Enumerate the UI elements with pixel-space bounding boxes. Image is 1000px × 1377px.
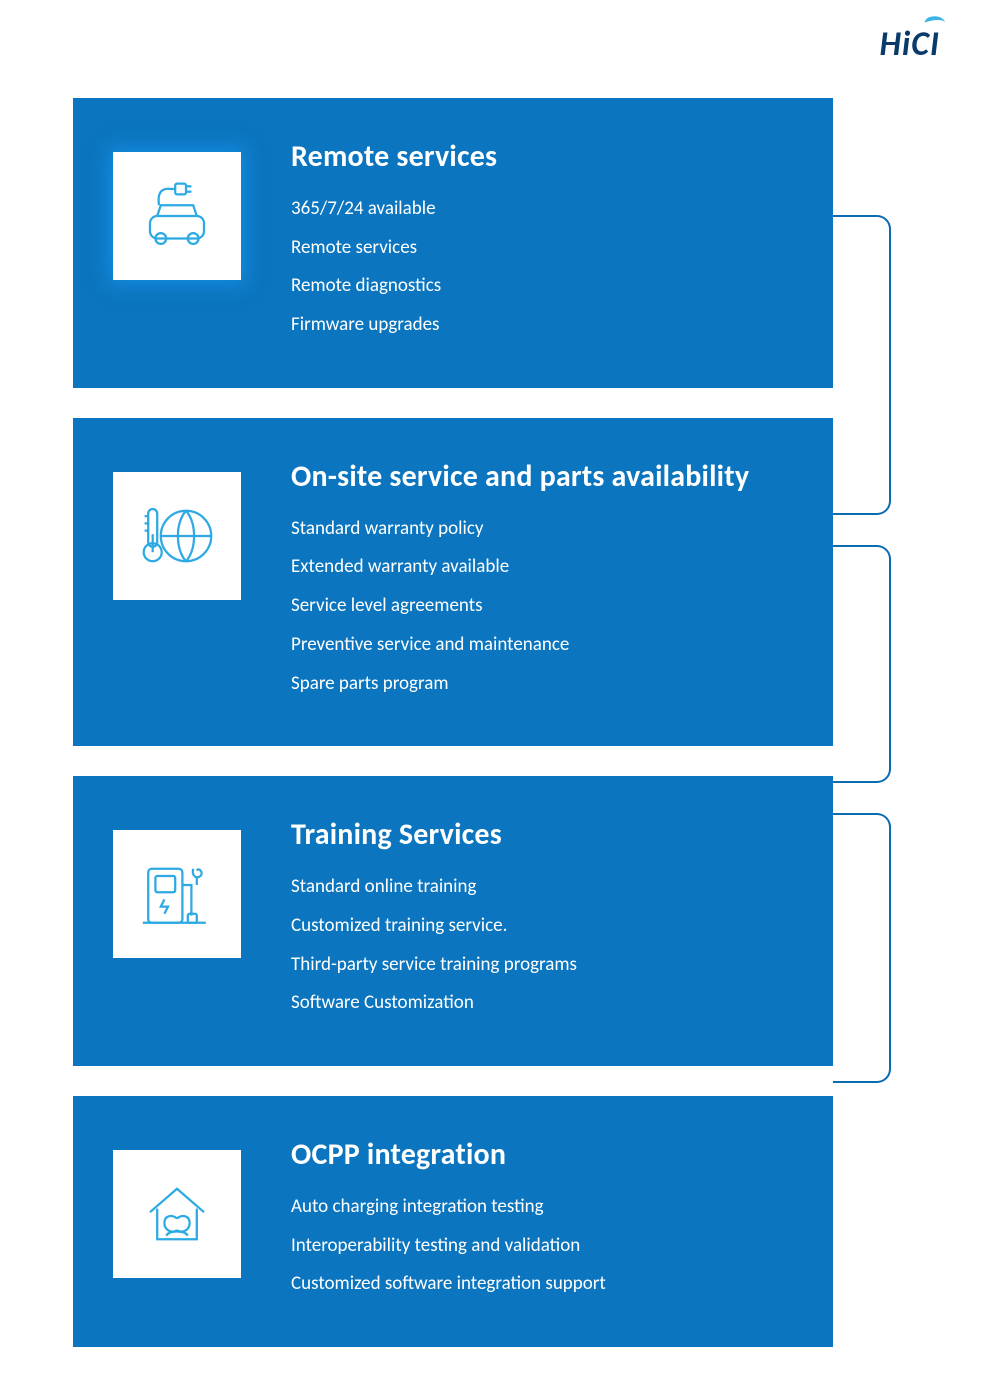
card-title: OCPP integration — [291, 1136, 606, 1173]
card-item: Software Customization — [291, 991, 577, 1016]
card-item: Standard warranty policy — [291, 517, 749, 542]
card-title: Training Services — [291, 816, 577, 853]
card-training-services: Training Services Standard online traini… — [73, 776, 833, 1066]
card-item: Preventive service and maintenance — [291, 633, 749, 658]
brand-logo: HiCI — [879, 24, 940, 65]
card-item: Interoperability testing and validation — [291, 1234, 606, 1259]
charging-station-icon — [113, 830, 241, 958]
card-item: Remote services — [291, 236, 497, 261]
bracket-connector — [833, 545, 891, 783]
logo-text: HiCI — [879, 24, 940, 65]
card-title: On-site service and parts availability — [291, 458, 749, 495]
card-item: Remote diagnostics — [291, 274, 497, 299]
card-item: Service level agreements — [291, 594, 749, 619]
card-content: On-site service and parts availability S… — [291, 454, 749, 710]
card-content: Training Services Standard online traini… — [291, 812, 577, 1030]
card-item: Standard online training — [291, 875, 577, 900]
card-item: Customized training service. — [291, 914, 577, 939]
card-item: 365/7/24 available — [291, 197, 497, 222]
bracket-connector — [833, 813, 891, 1083]
card-remote-services: Remote services 365/7/24 available Remot… — [73, 98, 833, 388]
cards-container: Remote services 365/7/24 available Remot… — [73, 98, 833, 1377]
card-item: Extended warranty available — [291, 555, 749, 580]
card-onsite-service: On-site service and parts availability S… — [73, 418, 833, 746]
bracket-connector — [833, 215, 891, 515]
card-item: Third-party service training programs — [291, 953, 577, 978]
card-item: Customized software integration support — [291, 1272, 606, 1297]
card-ocpp-integration: OCPP integration Auto charging integrati… — [73, 1096, 833, 1347]
card-content: Remote services 365/7/24 available Remot… — [291, 134, 497, 352]
eco-house-icon — [113, 1150, 241, 1278]
ev-car-icon — [113, 152, 241, 280]
card-item: Firmware upgrades — [291, 313, 497, 338]
card-item: Spare parts program — [291, 672, 749, 697]
card-content: OCPP integration Auto charging integrati… — [291, 1132, 606, 1311]
card-title: Remote services — [291, 138, 497, 175]
thermometer-globe-icon — [113, 472, 241, 600]
